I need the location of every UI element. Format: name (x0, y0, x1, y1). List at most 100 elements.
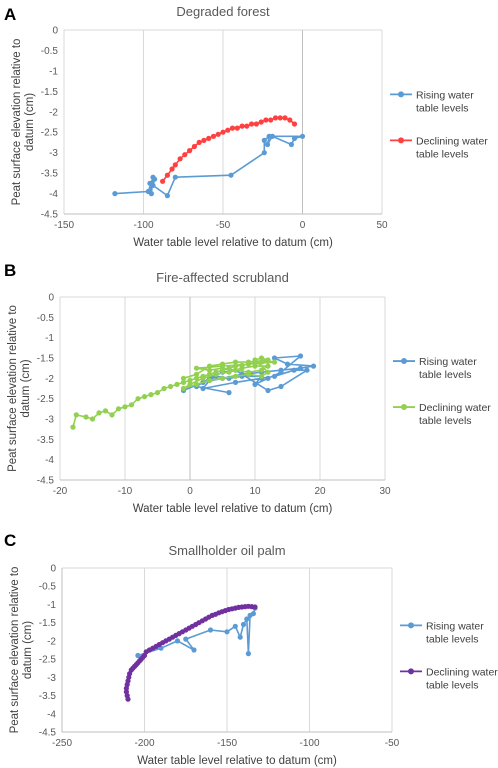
y-tick-label: -4 (49, 189, 58, 200)
y-tick-label: -4.5 (39, 728, 57, 739)
data-point (200, 375, 206, 381)
data-point (172, 162, 178, 168)
legend-marker (401, 404, 407, 411)
data-point (180, 385, 187, 392)
series-declining (123, 603, 258, 702)
data-point (154, 390, 161, 396)
data-point (182, 152, 188, 158)
y-tick-label: -1.5 (41, 87, 59, 98)
data-point (277, 115, 283, 121)
data-point (252, 381, 258, 387)
data-point (263, 117, 269, 123)
data-point (232, 379, 239, 385)
data-point (213, 371, 219, 377)
data-point (96, 410, 102, 416)
data-point (258, 373, 265, 379)
x-tick-label: -100 (133, 220, 153, 231)
chart-title: Smallholder oil palm (168, 543, 285, 558)
x-axis-label: Water table level relative to datum (cm) (133, 237, 333, 249)
data-point (265, 387, 271, 394)
data-point (177, 156, 183, 162)
x-tick-label: 50 (376, 220, 388, 231)
x-tick-label: -50 (385, 738, 400, 749)
legend-label: Declining water table levels (419, 402, 491, 427)
legend-label: Rising water table levels (416, 89, 474, 114)
data-point (234, 125, 240, 131)
series-declining (70, 355, 278, 430)
data-point (291, 135, 298, 141)
data-point (258, 355, 265, 361)
x-tick-label: 30 (379, 486, 391, 497)
y-axis-label: Peat surface elevation relative todatum … (11, 39, 36, 206)
data-point (112, 191, 118, 197)
y-tick-label: 0 (52, 26, 58, 37)
data-point (161, 385, 167, 392)
y-tick-label: -1 (49, 66, 58, 77)
data-point (252, 363, 258, 369)
data-point (123, 689, 129, 695)
data-point (258, 367, 265, 373)
panel-letter: A (4, 5, 16, 24)
data-point (226, 365, 232, 371)
data-point (265, 357, 271, 363)
y-tick-label: -3 (45, 415, 54, 426)
legend-label: Rising water table levels (426, 620, 484, 645)
data-point (272, 115, 279, 121)
data-point (268, 117, 274, 123)
data-point (282, 115, 288, 121)
x-axis-label: Water table level relative to datum (cm) (133, 503, 333, 515)
legend-marker (408, 622, 414, 629)
x-tick-label: 0 (187, 486, 193, 497)
y-tick-label: -3.5 (37, 435, 55, 446)
data-point (252, 604, 258, 610)
data-point (206, 371, 213, 377)
data-point (210, 133, 217, 139)
data-point (226, 390, 232, 396)
data-point (258, 119, 264, 125)
x-tick-label: -20 (53, 486, 68, 497)
y-tick-label: -1.5 (37, 354, 55, 365)
x-tick-label: -200 (134, 738, 154, 749)
data-point (174, 638, 181, 644)
data-point (187, 148, 193, 154)
y-tick-label: 0 (50, 564, 56, 575)
data-point (244, 123, 250, 129)
data-point (232, 359, 239, 365)
y-tick-label: -0.5 (39, 582, 57, 593)
x-tick-label: 10 (249, 486, 261, 497)
x-tick-label: -100 (299, 738, 319, 749)
data-point (252, 357, 258, 363)
data-point (187, 381, 193, 387)
y-tick-label: -1.5 (39, 618, 57, 629)
y-tick-label: -3 (47, 673, 56, 684)
y-tick-label: -3.5 (39, 691, 57, 702)
data-point (265, 369, 271, 375)
data-point (164, 172, 170, 178)
y-tick-label: -0.5 (41, 46, 59, 57)
data-point (160, 178, 166, 184)
series-declining (160, 115, 298, 184)
data-point (73, 412, 79, 418)
data-point (174, 381, 180, 387)
data-point (167, 383, 174, 390)
legend-marker (398, 137, 404, 144)
y-axis-label: Peat surface elevation relative todatum … (7, 305, 32, 472)
data-point (172, 174, 178, 180)
data-point (265, 363, 271, 369)
panel-letter: C (4, 531, 16, 550)
data-point (261, 150, 267, 156)
data-point (245, 359, 252, 365)
data-point (193, 371, 200, 377)
y-tick-label: -1 (47, 600, 56, 611)
data-point (240, 621, 247, 628)
data-point (264, 141, 271, 148)
data-point (271, 359, 278, 365)
chart-title: Degraded forest (176, 4, 270, 19)
data-point (226, 369, 232, 375)
data-point (245, 651, 251, 657)
data-point (219, 361, 226, 367)
data-point (201, 137, 207, 143)
data-point (196, 139, 202, 145)
data-point (228, 172, 234, 178)
